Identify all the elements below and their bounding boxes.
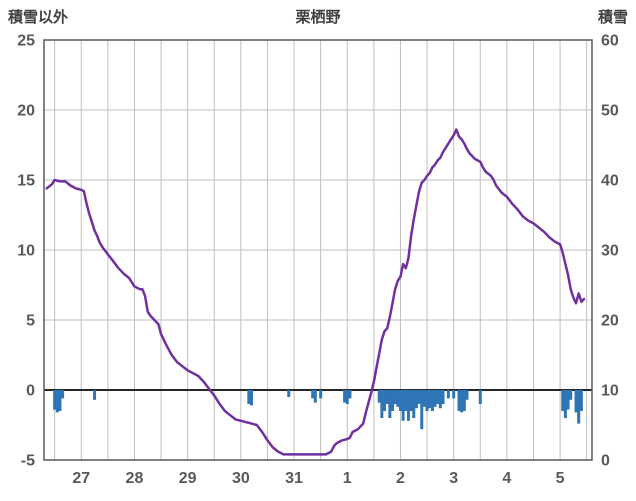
svg-text:27: 27: [72, 470, 90, 487]
svg-text:30: 30: [601, 243, 619, 260]
svg-text:5: 5: [556, 470, 565, 487]
svg-text:29: 29: [179, 470, 197, 487]
svg-text:60: 60: [601, 33, 619, 50]
svg-text:2: 2: [396, 470, 405, 487]
svg-text:20: 20: [17, 103, 35, 120]
left-axis-title: 積雪以外: [8, 9, 69, 26]
svg-text:10: 10: [17, 243, 35, 260]
svg-text:25: 25: [17, 33, 35, 50]
svg-text:1: 1: [343, 470, 352, 487]
svg-text:28: 28: [126, 470, 144, 487]
svg-text:-5: -5: [21, 453, 35, 470]
chart-title: 栗栖野: [295, 9, 341, 26]
svg-text:50: 50: [601, 103, 619, 120]
svg-text:15: 15: [17, 173, 35, 190]
svg-text:0: 0: [26, 383, 35, 400]
svg-text:5: 5: [26, 313, 35, 330]
svg-text:30: 30: [232, 470, 250, 487]
svg-text:40: 40: [601, 173, 619, 190]
chart-header: 積雪以外 栗栖野 積雪: [0, 6, 636, 30]
svg-text:4: 4: [502, 470, 511, 487]
svg-text:31: 31: [285, 470, 303, 487]
svg-text:20: 20: [601, 313, 619, 330]
svg-text:3: 3: [449, 470, 458, 487]
svg-text:10: 10: [601, 383, 619, 400]
right-axis-title: 積雪: [597, 9, 628, 26]
svg-text:0: 0: [601, 453, 610, 470]
